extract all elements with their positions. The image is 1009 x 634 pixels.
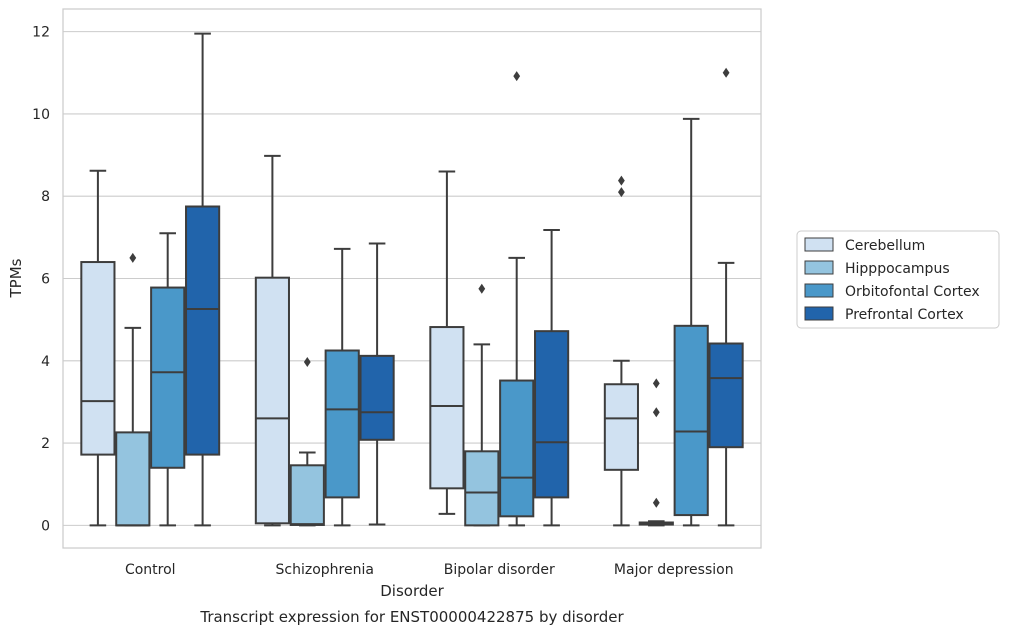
box-prefrontal-cortex xyxy=(708,67,744,527)
box-body xyxy=(324,349,360,499)
box-body xyxy=(464,450,500,527)
legend-swatch xyxy=(804,237,834,252)
x-tick-labels: Control Schizophrenia Bipolar disorder Majo… xyxy=(125,562,734,578)
box-body xyxy=(254,276,290,525)
y-tick-label: 2 xyxy=(41,436,50,452)
chart-caption: Transcript expression for ENST0000042287… xyxy=(199,608,624,626)
box-body xyxy=(499,379,535,518)
box-hipppocampus xyxy=(464,283,500,527)
x-axis-label: Disorder xyxy=(380,582,444,600)
plot-frame xyxy=(62,8,762,549)
legend-swatch xyxy=(804,306,834,321)
box-prefrontal-cortex xyxy=(185,32,221,527)
y-axis-label: TPMs xyxy=(7,258,25,298)
legend-label: Hipppocampus xyxy=(845,261,950,277)
box-prefrontal-cortex xyxy=(534,228,570,527)
box-body xyxy=(150,286,186,469)
box-body xyxy=(708,342,744,449)
outlier-point xyxy=(722,67,730,78)
x-tick-label: Major depression xyxy=(614,562,734,578)
box-orbitofontal-cortex xyxy=(499,71,535,527)
y-tick-label: 10 xyxy=(32,107,50,123)
x-tick-label: Bipolar disorder xyxy=(444,562,555,578)
box-body xyxy=(289,464,325,526)
legend-swatch xyxy=(804,260,834,275)
y-tick-label: 12 xyxy=(32,25,50,41)
box-cerebellum xyxy=(254,154,290,527)
box-body xyxy=(359,354,395,441)
box-orbitofontal-cortex xyxy=(150,232,186,527)
box-prefrontal-cortex xyxy=(359,242,395,526)
box-orbitofontal-cortex xyxy=(324,247,360,527)
box-hipppocampus xyxy=(115,252,151,527)
box-hipppocampus xyxy=(289,357,325,527)
legend-swatch xyxy=(804,283,834,298)
outlier-point xyxy=(303,357,311,368)
legend-item: Prefrontal Cortex xyxy=(804,306,964,323)
outlier-point xyxy=(652,407,660,418)
boxes-layer xyxy=(80,32,744,527)
legend-frame xyxy=(796,230,1000,329)
y-tick-label: 8 xyxy=(41,189,50,205)
x-tick-label: Control xyxy=(125,562,176,578)
box-hipppocampus xyxy=(638,378,674,527)
outlier-point xyxy=(652,378,660,389)
legend-label: Cerebellum xyxy=(845,238,925,254)
outlier-point xyxy=(478,283,486,294)
y-tick-label: 0 xyxy=(41,518,50,534)
legend-item: Cerebellum xyxy=(804,237,925,254)
y-tick-label: 4 xyxy=(41,354,50,370)
legend-item: Orbitofontal Cortex xyxy=(804,283,980,300)
outlier-point xyxy=(652,497,660,508)
outlier-point xyxy=(513,71,521,82)
box-body xyxy=(185,205,221,456)
legend: Cerebellum Hipppocampus Orbitofontal Corte… xyxy=(796,230,1000,329)
box-orbitofontal-cortex xyxy=(673,117,709,527)
box-body xyxy=(603,383,639,471)
outlier-point xyxy=(129,252,137,263)
box-cerebellum xyxy=(429,170,465,515)
legend-label: Orbitofontal Cortex xyxy=(845,284,980,300)
box-body xyxy=(429,326,465,490)
outlier-point xyxy=(618,187,625,198)
y-tick-label: 6 xyxy=(41,272,50,288)
box-body xyxy=(115,431,151,527)
y-tick-labels: 0 2 4 6 8 10 12 xyxy=(32,25,50,535)
legend-label: Prefrontal Cortex xyxy=(845,307,964,323)
box-body xyxy=(673,324,709,517)
legend-item: Hipppocampus xyxy=(804,260,950,277)
box-cerebellum xyxy=(603,175,639,527)
box-body xyxy=(80,261,116,456)
box-cerebellum xyxy=(80,169,116,527)
x-tick-label: Schizophrenia xyxy=(276,562,374,578)
outlier-point xyxy=(618,175,625,186)
box-body xyxy=(534,330,570,499)
